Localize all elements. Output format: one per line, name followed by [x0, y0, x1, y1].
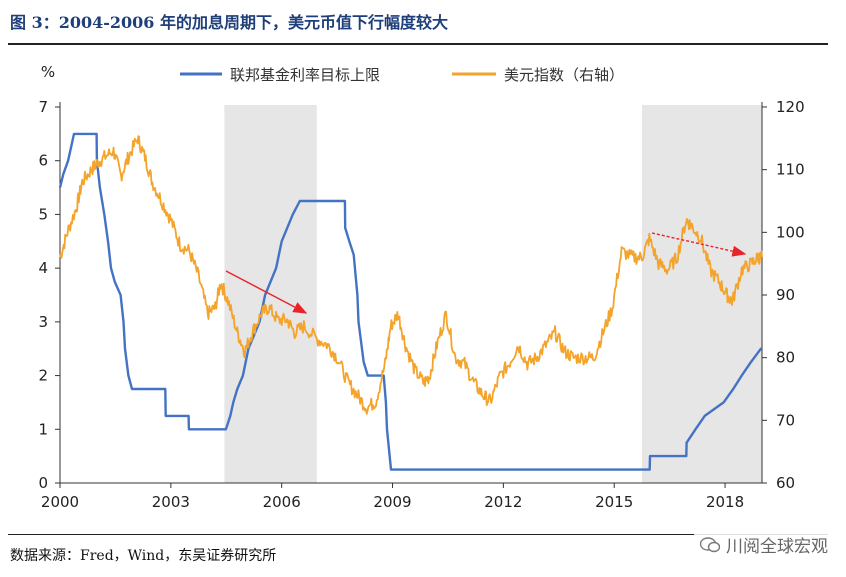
- left-tick-label: 3: [38, 313, 48, 331]
- x-tick-label: 2006: [263, 493, 301, 511]
- series-line-usd-index: [59, 135, 763, 415]
- x-tick-label: 2003: [152, 493, 190, 511]
- right-tick-label: 120: [776, 98, 805, 116]
- shaded-periods: [224, 105, 762, 483]
- x-tick-label: 2012: [484, 493, 522, 511]
- trend-arrow-2004: [225, 270, 308, 314]
- series-lines: [58, 132, 763, 471]
- left-tick-label: 0: [38, 474, 48, 492]
- left-tick-label: 5: [38, 205, 48, 223]
- left-tick-label: 6: [38, 152, 48, 170]
- right-tick-label: 70: [776, 411, 795, 429]
- legend: 联邦基金利率目标上限 美元指数（右轴）: [180, 66, 624, 84]
- trend-arrow-2016: [651, 232, 747, 257]
- left-tick-label: 7: [38, 98, 48, 116]
- footer-divider: [8, 534, 828, 535]
- source-note: 数据来源：Fred，Wind，东吴证券研究所: [10, 548, 277, 564]
- right-tick-label: 90: [776, 286, 795, 304]
- trend-arrows: [225, 232, 747, 314]
- x-tick-label: 2018: [706, 493, 744, 511]
- right-tick-label: 80: [776, 349, 795, 367]
- series-line-fed-funds: [58, 132, 763, 471]
- left-tick-label: 4: [38, 259, 48, 277]
- watermark: 川阅全球宏观: [694, 530, 834, 559]
- watermark-text: 川阅全球宏观: [726, 537, 828, 557]
- chart-svg: 0 1 2 3 4 5 6 7 60 70 80 90 100 110 120 2000 2003 2006 200…: [38, 63, 804, 511]
- axes: 0 1 2 3 4 5 6 7 60 70 80 90 100 110 120 2000 2003 2006 200…: [38, 98, 804, 511]
- legend-label-fed: 联邦基金利率目标上限: [230, 66, 380, 84]
- shaded-period-1: [641, 105, 762, 483]
- title-divider: [8, 43, 828, 45]
- left-tick-label: 1: [38, 420, 48, 438]
- x-tick-label: 2009: [373, 493, 411, 511]
- legend-label-usd: 美元指数（右轴）: [504, 66, 624, 84]
- right-tick-label: 100: [776, 223, 805, 241]
- right-tick-label: 60: [776, 474, 795, 492]
- wechat-icon: [699, 536, 721, 553]
- left-tick-label: 2: [38, 367, 48, 385]
- left-axis-unit: %: [41, 63, 55, 81]
- right-tick-label: 110: [776, 161, 805, 179]
- chart-title: 图 3：2004-2006 年的加息周期下，美元币值下行幅度较大: [10, 13, 448, 32]
- x-tick-label: 2015: [595, 493, 633, 511]
- x-tick-label: 2000: [41, 493, 79, 511]
